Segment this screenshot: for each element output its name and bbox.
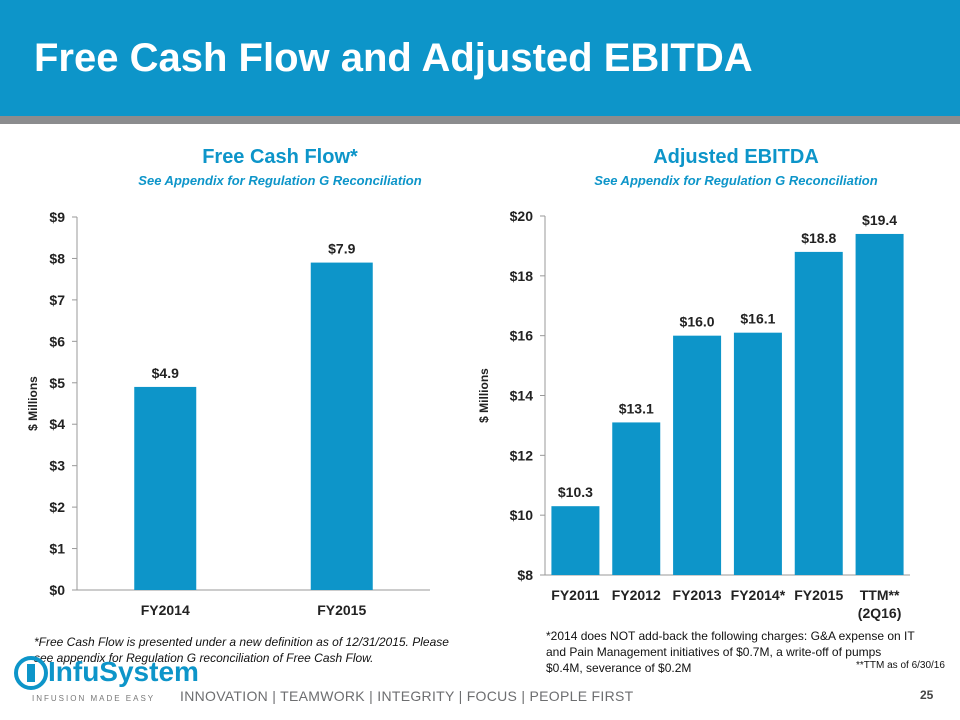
bar-fy2015 (310, 262, 373, 590)
y-tick-label: $0 (49, 582, 65, 598)
y-tick-label: $9 (49, 209, 65, 225)
x-category-label: FY2012 (612, 587, 661, 603)
data-label: $4.9 (152, 365, 179, 381)
logo-tagline: INFUSION MADE EASY (32, 694, 156, 703)
y-tick-label: $18 (510, 268, 534, 284)
x-category-label: FY2011 (551, 587, 599, 603)
y-axis-title: $ Millions (477, 368, 491, 423)
bar-fy2014 (134, 386, 197, 590)
page-number: 25 (920, 688, 934, 702)
fcf-footnote-line2: see appendix for Regulation G reconcilia… (34, 651, 374, 665)
fcf-footnote: *Free Cash Flow is presented under a new… (34, 634, 449, 666)
y-tick-label: $3 (49, 458, 65, 474)
data-label: $18.8 (801, 230, 836, 246)
x-category-label: FY2014* (731, 587, 786, 603)
data-label: $13.1 (619, 400, 654, 416)
ebitda-footnote-line2: and Pain Management initiatives of $0.7M… (546, 645, 882, 659)
data-label: $16.1 (740, 311, 775, 327)
y-tick-label: $2 (49, 499, 65, 515)
y-tick-label: $10 (510, 507, 534, 523)
y-tick-label: $16 (510, 328, 534, 344)
y-tick-label: $8 (49, 250, 65, 266)
ebitda-chart-heading: Adjusted EBITDA See Appendix for Regulat… (516, 146, 956, 188)
bar-fy2014 (733, 332, 782, 575)
ebitda-footnote-line1: *2014 does NOT add-back the following ch… (546, 629, 915, 643)
ebitda-footnote-line3: $0.4M, severance of $0.2M (546, 661, 692, 675)
data-label: $19.4 (862, 212, 897, 228)
footer-tagline: INNOVATION | TEAMWORK | INTEGRITY | FOCU… (180, 688, 634, 704)
ttm-footnote: **TTM as of 6/30/16 (856, 660, 945, 671)
data-label: $16.0 (680, 314, 715, 330)
bar-ttm (855, 233, 904, 575)
y-tick-label: $12 (510, 447, 534, 463)
y-tick-label: $5 (49, 375, 65, 391)
y-tick-label: $7 (49, 292, 65, 308)
y-tick-label: $8 (517, 567, 533, 583)
page-title: Free Cash Flow and Adjusted EBITDA (34, 36, 753, 80)
y-tick-label: $1 (49, 541, 65, 557)
data-label: $10.3 (558, 484, 593, 500)
bar-fy2012 (612, 422, 661, 575)
fcf-chart-heading: Free Cash Flow* See Appendix for Regulat… (60, 146, 500, 188)
y-tick-label: $4 (49, 416, 65, 432)
data-label: $7.9 (328, 241, 355, 257)
logo-mark-icon (14, 656, 48, 690)
y-axis-title: $ Millions (26, 376, 40, 431)
company-logo: InfuSystem INFUSION MADE EASY (14, 656, 199, 706)
bar-fy2011 (551, 506, 600, 575)
x-category-label: FY2015 (317, 602, 366, 618)
fcf-chart-title: Free Cash Flow* (202, 146, 358, 168)
y-tick-label: $20 (510, 208, 534, 224)
ebitda-footnote: *2014 does NOT add-back the following ch… (546, 628, 915, 676)
ebitda-chart-subtitle: See Appendix for Regulation G Reconcilia… (594, 173, 878, 188)
fcf-footnote-line1: *Free Cash Flow is presented under a new… (34, 635, 449, 649)
header-bar (0, 0, 960, 116)
bar-fy2015 (794, 251, 843, 575)
fcf-chart-subtitle: See Appendix for Regulation G Reconcilia… (138, 173, 422, 188)
y-tick-label: $6 (49, 333, 65, 349)
y-tick-label: $14 (510, 388, 534, 404)
bar-fy2013 (673, 335, 722, 575)
logo-text: InfuSystem (48, 656, 199, 687)
x-category-label: FY2013 (673, 587, 722, 603)
x-category-label: TTM** (860, 587, 900, 603)
header-divider (0, 116, 960, 124)
x-category-label: FY2015 (794, 587, 843, 603)
ebitda-chart-title: Adjusted EBITDA (653, 146, 819, 168)
x-category-label: FY2014 (141, 602, 190, 618)
x-category-sublabel: (2Q16) (858, 605, 902, 621)
